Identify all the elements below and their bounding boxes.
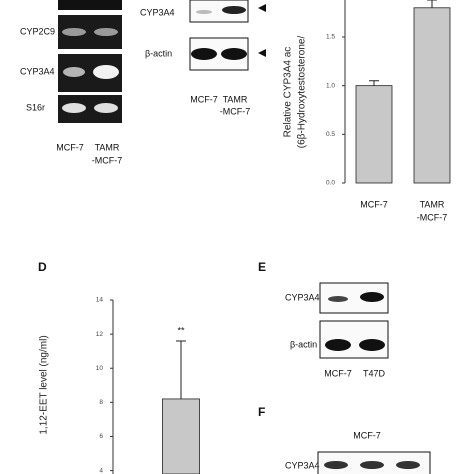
blot-b [189,0,266,71]
gel-a [58,0,122,123]
row-label: CYP2C9 [20,26,55,36]
x-tick-label: TAMR [420,199,445,209]
y-tick-label: 14 [96,297,104,304]
bar [162,398,200,474]
blot-f [317,451,431,474]
lane-label: -MCF-7 [220,106,251,116]
significance: ** [177,325,185,335]
lane-label: MCF-7 [190,94,218,104]
row-label: β-actin [290,339,317,349]
lane-label: MCF-7 [324,368,352,378]
lane-label: TAMR [95,142,120,152]
lane-label: MCF-7 [56,142,84,152]
y-tick-label: 0.0 [326,180,335,187]
y-tick-label: 0.5 [326,131,335,138]
y-tick-label: 12 [96,331,104,338]
y-tick-label: 10 [96,365,104,372]
row-label: S16r [26,102,45,112]
panel-title: MCF-7 [353,430,381,440]
error-bar [369,80,379,86]
lane-label: -MCF-7 [92,155,123,165]
lane-label: TAMR [223,94,248,104]
row-label: CYP3A4 [20,66,55,76]
y-tick-label: 1.5 [326,34,335,41]
panel-label: D [38,260,47,274]
row-label: β-actin [145,48,172,58]
y-axis-label: (6β-Hydroxytestosterone/ [297,36,308,149]
panel-label: F [258,405,265,419]
x-tick-label: MCF-7 [360,199,388,209]
y-tick-label: 8 [99,399,103,406]
y-tick-label: 1.0 [326,82,335,89]
lane-label: T47D [363,368,386,378]
bar [413,7,451,184]
error-bar [427,0,437,8]
y-tick-label: 4 [99,467,103,474]
blot-e [319,282,389,359]
x-tick-label: -MCF-7 [417,212,448,222]
row-label: CYP3A4 [140,7,175,17]
row-label: CYP3A4 [285,460,320,470]
error-bar [176,340,186,399]
panel-label: E [258,260,266,274]
y-tick-label: 6 [99,433,103,440]
y-axis-label: 1,12-EET level (ng/ml) [39,335,50,434]
y-axis-label: Relative CYP3A4 ac [283,47,294,138]
row-label: CYP3A4 [285,292,320,302]
bar [355,85,393,184]
